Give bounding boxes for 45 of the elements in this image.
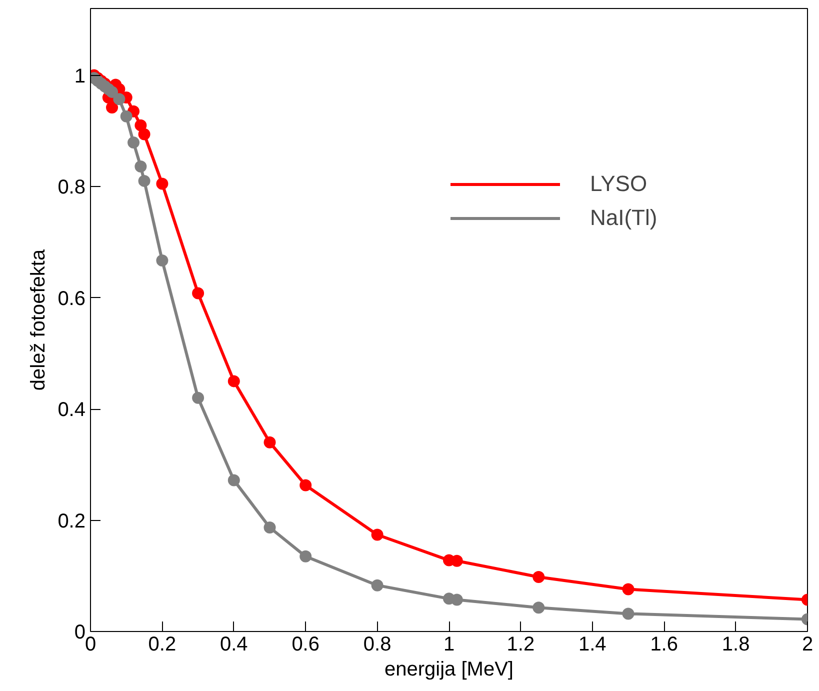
legend-label: LYSO xyxy=(590,171,648,197)
point xyxy=(264,521,276,534)
legend-label: NaI(Tl) xyxy=(590,205,658,231)
x-tick-label: 1.6 xyxy=(650,634,678,656)
point xyxy=(156,254,168,266)
point xyxy=(228,375,240,388)
y-axis-title: delež fotoefekta xyxy=(28,248,50,391)
x-tick-label: 0.4 xyxy=(220,634,248,656)
x-tick-label: 1 xyxy=(443,634,455,656)
y-tick-label: 0.6 xyxy=(58,288,86,310)
y-tick-label: 0.8 xyxy=(58,176,86,198)
y-tick-label: 1 xyxy=(74,65,86,88)
point xyxy=(106,86,118,98)
point xyxy=(134,119,147,132)
point xyxy=(120,110,132,122)
point xyxy=(138,128,150,140)
point xyxy=(371,528,384,541)
point xyxy=(228,474,240,486)
x-tick-label: 1.2 xyxy=(506,634,535,656)
point xyxy=(622,583,634,596)
x-tick-label: 0.2 xyxy=(148,634,176,656)
x-axis-title: energija [MeV] xyxy=(384,658,514,680)
point xyxy=(138,174,150,187)
x-tick-label: 2 xyxy=(802,634,814,656)
point xyxy=(300,479,312,492)
point xyxy=(106,102,118,114)
point xyxy=(156,178,168,190)
point xyxy=(192,287,204,300)
point xyxy=(532,602,545,614)
point xyxy=(264,436,276,448)
point xyxy=(300,550,312,562)
point xyxy=(532,571,545,583)
point xyxy=(622,608,634,620)
point xyxy=(128,136,140,149)
point xyxy=(371,579,384,592)
x-tick-label: 1.4 xyxy=(578,634,606,656)
y-tick-label: 0.2 xyxy=(58,510,86,532)
x-tick-label: 0.8 xyxy=(363,634,392,656)
x-tick-label: 1.8 xyxy=(722,634,750,656)
point xyxy=(450,594,463,606)
point xyxy=(113,93,126,106)
point xyxy=(134,160,147,172)
point xyxy=(192,392,204,404)
y-tick-label: 0.4 xyxy=(58,399,86,421)
x-tick-label: 0.6 xyxy=(292,634,320,656)
